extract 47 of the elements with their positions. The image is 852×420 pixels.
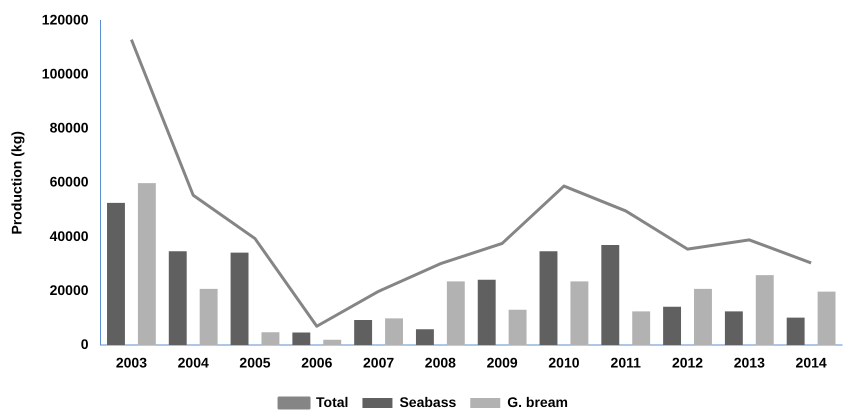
bar [323, 340, 342, 346]
x-tick-label: 2014 [796, 354, 827, 370]
bar [694, 288, 712, 346]
legend-label: G. bream [507, 394, 568, 410]
legend-label: Total [316, 394, 348, 410]
bar [632, 311, 650, 346]
bar [508, 310, 527, 346]
x-tick-label: 2004 [178, 354, 209, 370]
x-tick-label: 2010 [548, 354, 580, 370]
x-tick-label: 2012 [672, 354, 704, 370]
bar [107, 202, 125, 346]
bar [756, 275, 774, 346]
bar [416, 329, 434, 346]
bar [354, 320, 372, 346]
bar [230, 252, 249, 346]
x-tick-label: 2007 [362, 354, 394, 370]
bar [292, 332, 310, 346]
y-tick-label: 80000 [50, 120, 89, 136]
bar [385, 318, 403, 346]
bar [663, 306, 682, 346]
x-tick-label: 2003 [116, 354, 148, 370]
bar [261, 332, 280, 346]
bar [786, 318, 805, 346]
x-tick-label: 2005 [239, 354, 271, 370]
x-tick-label: 2008 [424, 354, 456, 370]
y-tick-label: 120000 [42, 11, 89, 28]
bar [446, 281, 465, 346]
y-tick-label: 0 [80, 336, 89, 352]
y-tick-label: 60000 [50, 174, 89, 190]
x-tick-label: 2011 [610, 354, 642, 370]
bar [601, 245, 620, 346]
bar [724, 311, 743, 346]
x-tick-label: 2009 [486, 354, 518, 370]
y-tick-label: 100000 [42, 65, 89, 82]
bar [478, 280, 496, 346]
bar [168, 251, 187, 346]
y-tick-label: 20000 [50, 282, 89, 298]
y-axis-title: Production (kg) [8, 131, 24, 235]
bar [200, 288, 218, 346]
bar [540, 251, 558, 346]
legend-label: Seabass [399, 394, 456, 410]
y-tick-label: 40000 [50, 228, 89, 244]
bar [818, 292, 836, 346]
x-tick-label: 2006 [301, 354, 333, 370]
bar [138, 183, 156, 346]
bar [570, 281, 588, 346]
x-tick-label: 2013 [734, 354, 766, 370]
